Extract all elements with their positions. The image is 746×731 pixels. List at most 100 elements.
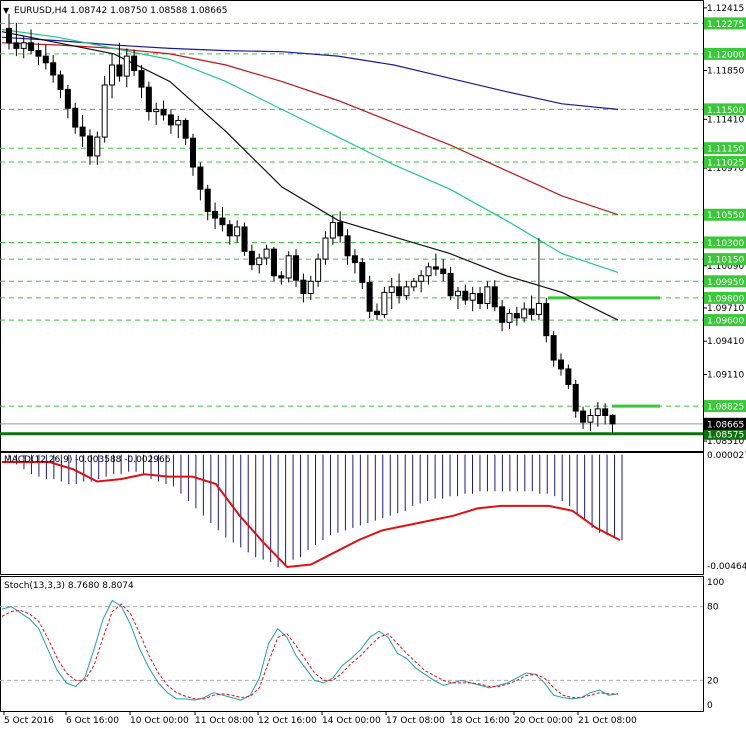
candle — [307, 275, 314, 301]
time-tick-label: 20 Oct 00:00 — [514, 716, 573, 726]
candle-body-bull — [425, 266, 432, 277]
candle — [359, 257, 366, 290]
candle — [513, 306, 520, 326]
stoch-signal-line — [1, 603, 618, 700]
candle — [131, 49, 138, 77]
macd-pane-frame — [0, 452, 704, 575]
candle-body-bear — [167, 114, 174, 126]
time-tick-label: 12 Oct 16:00 — [258, 716, 317, 726]
candle-body-bull — [454, 290, 461, 297]
candle-body-bear — [131, 55, 138, 72]
stochastic-pane: 100 80 20 0 — [0, 578, 724, 711]
candle — [160, 100, 167, 121]
candle — [167, 109, 174, 134]
candle-body-bear — [366, 281, 373, 312]
horizontal-level-lines[interactable] — [0, 22, 703, 436]
candle-body-bear — [580, 410, 587, 423]
candle-body-bull — [94, 136, 101, 157]
candle — [543, 297, 550, 343]
candle-body-bear — [572, 383, 579, 412]
candle — [300, 273, 307, 303]
stoch-tick-label: 0 — [707, 701, 713, 711]
level-price-tag — [704, 427, 746, 440]
candle-body-bear — [50, 62, 57, 76]
candle-body-bear — [138, 70, 145, 88]
price-tick-label: 1.11410 — [707, 115, 744, 125]
candle — [329, 214, 336, 245]
candle — [315, 253, 322, 287]
candle-body-bull — [234, 226, 241, 237]
price-tick-label: 1.10090 — [707, 262, 744, 272]
level-price-label: 1.11150 — [707, 145, 744, 155]
candle — [506, 309, 513, 329]
candle — [528, 295, 535, 321]
candle — [396, 273, 403, 304]
current-price-tag — [704, 417, 746, 430]
stoch-title: Stoch(13,3,3) 8.7680 8.8074 — [4, 581, 134, 591]
current-price-label: 1.08665 — [707, 420, 744, 430]
candle — [535, 238, 542, 321]
moving-average-lines — [1, 28, 619, 321]
candle — [241, 222, 248, 256]
candle-body-bear — [396, 286, 403, 297]
candle-body-bear — [477, 292, 484, 304]
candle — [521, 302, 528, 323]
candle — [182, 118, 189, 145]
candle-body-bear — [499, 306, 506, 323]
candle — [42, 45, 49, 70]
candle-body-bull — [403, 286, 410, 297]
level-price-label: 1.09600 — [707, 317, 744, 327]
candle — [153, 102, 160, 125]
time-tick-label: 18 Oct 16:00 — [451, 716, 510, 726]
level-price-label: 1.12275 — [707, 20, 744, 30]
candle — [64, 84, 71, 119]
candle-body-bull — [256, 257, 263, 266]
candle — [565, 364, 572, 389]
price-tick-label: 1.09410 — [707, 337, 744, 347]
level-price-tag — [704, 253, 746, 266]
candle — [351, 249, 358, 274]
candle-body-bear — [543, 302, 550, 337]
pane-frames — [0, 0, 704, 712]
level-price-tag — [704, 291, 746, 304]
level-price-tag — [704, 236, 746, 249]
candle — [285, 251, 292, 283]
candle-body-bear — [86, 135, 93, 157]
candle-body-bear — [57, 74, 64, 90]
candle-body-bear — [528, 308, 535, 316]
candle-body-bear — [270, 248, 277, 277]
candle — [190, 133, 196, 176]
candle — [145, 81, 152, 121]
candle-body-bear — [602, 408, 609, 417]
candle-body-bear — [6, 27, 12, 44]
candle — [109, 53, 116, 99]
price-tick-label: 1.12415 — [707, 4, 744, 14]
candle — [278, 271, 285, 285]
level-price-label: 1.10300 — [707, 239, 744, 249]
candle-body-bull — [307, 280, 314, 294]
stoch-main-line — [1, 599, 619, 701]
time-tick-label: 11 Oct 08:00 — [195, 716, 254, 726]
candle-body-bear — [565, 368, 572, 385]
candle-body-bear — [145, 86, 152, 113]
candle-body-bull — [381, 291, 388, 316]
candle-body-bear — [116, 64, 123, 77]
candle-body-bull — [521, 308, 528, 319]
candle — [138, 64, 145, 99]
candle-body-bear — [359, 261, 366, 283]
candle-body-bear — [190, 137, 196, 168]
candle — [477, 286, 484, 310]
price-tick-label: 1.09110 — [707, 370, 744, 380]
level-price-tag — [704, 103, 746, 116]
candle-body-bear — [160, 108, 167, 116]
candle-body-bull — [506, 312, 513, 323]
candle — [256, 253, 263, 274]
candle — [28, 29, 35, 54]
candle-body-bear — [300, 279, 307, 294]
level-price-tag — [704, 47, 746, 60]
price-tick-label: 1.08510 — [707, 437, 744, 447]
stoch-tick-label: 20 — [707, 676, 719, 686]
candle — [248, 244, 255, 271]
